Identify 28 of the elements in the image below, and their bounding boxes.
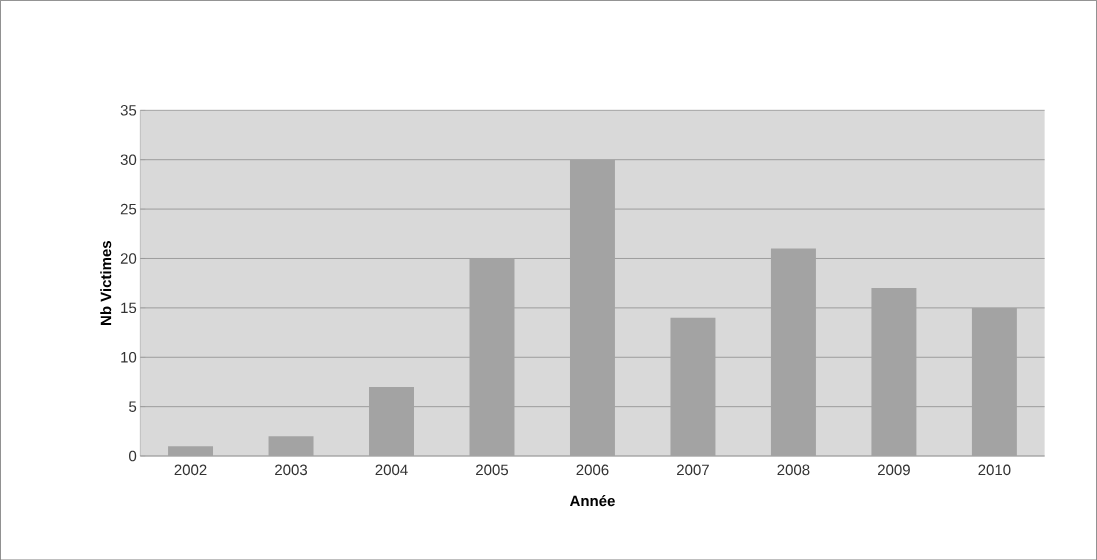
bar [168,445,214,456]
x-tick-label: 2009 [878,464,910,475]
x-axis-title: Année [569,494,615,506]
y-axis-title: Nb Victimes [100,240,112,325]
y-tick-label: 10 [121,351,137,363]
bar [971,307,1017,456]
y-tick-label: 20 [120,252,137,264]
bar [871,287,917,456]
x-tick-label: 2005 [476,464,509,475]
bar [569,159,615,456]
bar [369,386,414,456]
x-tick-label: 2007 [677,464,709,475]
x-tick-label: 2006 [576,464,609,475]
y-tick-label: 35 [120,104,137,116]
bar [770,248,816,456]
x-tick-label: 2008 [777,464,810,475]
x-tick-label: 2004 [375,464,408,475]
y-tick-label: 25 [120,203,137,215]
bar [670,317,716,456]
x-tick-label: 2010 [978,464,1011,475]
y-tick-label: 5 [129,401,137,412]
y-tick-label: 0 [129,450,137,462]
bar [268,436,314,456]
y-tick-label: 15 [121,302,137,313]
x-tick-label: 2002 [174,464,207,475]
bar [469,258,515,456]
x-tick-label: 2003 [275,464,308,475]
y-tick-label: 30 [120,154,137,165]
